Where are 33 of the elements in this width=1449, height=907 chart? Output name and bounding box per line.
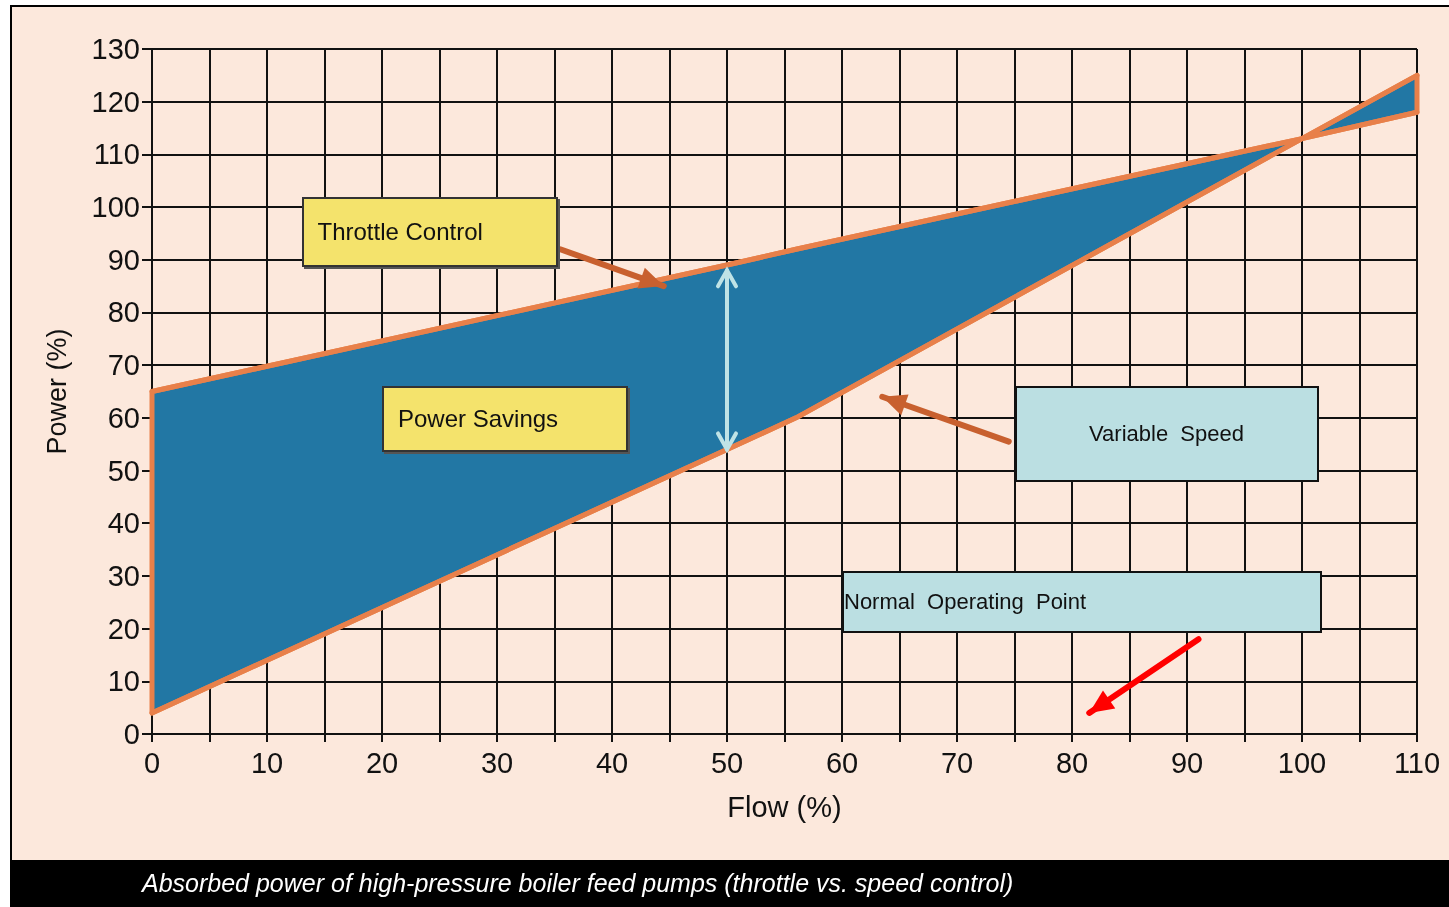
y-tick-label: 10 (107, 665, 140, 698)
x-tick-label: 60 (825, 746, 859, 779)
x-tick-label: 30 (480, 746, 514, 779)
y-tick-label: 80 (107, 296, 140, 329)
y-tick-label: 90 (107, 243, 140, 276)
y-tick-label: 110 (93, 138, 140, 171)
x-tick-label: 70 (940, 746, 974, 779)
x-tick-label: 80 (1055, 746, 1089, 779)
x-tick-label: 20 (365, 746, 399, 779)
y-tick-label: 120 (91, 85, 140, 118)
y-tick-label: 40 (107, 507, 140, 540)
x-tick-label: 50 (710, 746, 744, 779)
y-tick-label: 50 (107, 454, 140, 487)
callout-box: Throttle Control (301, 196, 558, 267)
x-tick-label: 40 (595, 746, 629, 779)
callout-box: Normal Operating Point (842, 570, 1322, 633)
x-tick-label: 0 (143, 746, 161, 779)
y-axis-title: Power (%) (41, 328, 72, 455)
x-tick-label: 90 (1170, 746, 1204, 779)
callout-box: Variable Speed (1014, 386, 1319, 483)
x-tick-label: 10 (250, 746, 284, 779)
y-tick-label: 0 (123, 718, 140, 750)
y-tick-label: 30 (107, 559, 140, 592)
y-tick-label: 20 (107, 612, 140, 645)
text: Absorbed power of high-pressure boiler feed pumps (throttle vs. speed control) (12, 860, 1449, 907)
x-tick-label: 100 (1277, 746, 1327, 779)
y-tick-label: 60 (107, 401, 140, 434)
y-tick-label: 70 (107, 349, 140, 382)
y-tick-label: 130 (91, 33, 140, 65)
callout-box: Power Savings (382, 386, 628, 453)
x-tick-label: 110 (1393, 746, 1441, 779)
x-axis-title: Flow (%) (727, 790, 842, 823)
y-tick-label: 100 (91, 191, 140, 224)
